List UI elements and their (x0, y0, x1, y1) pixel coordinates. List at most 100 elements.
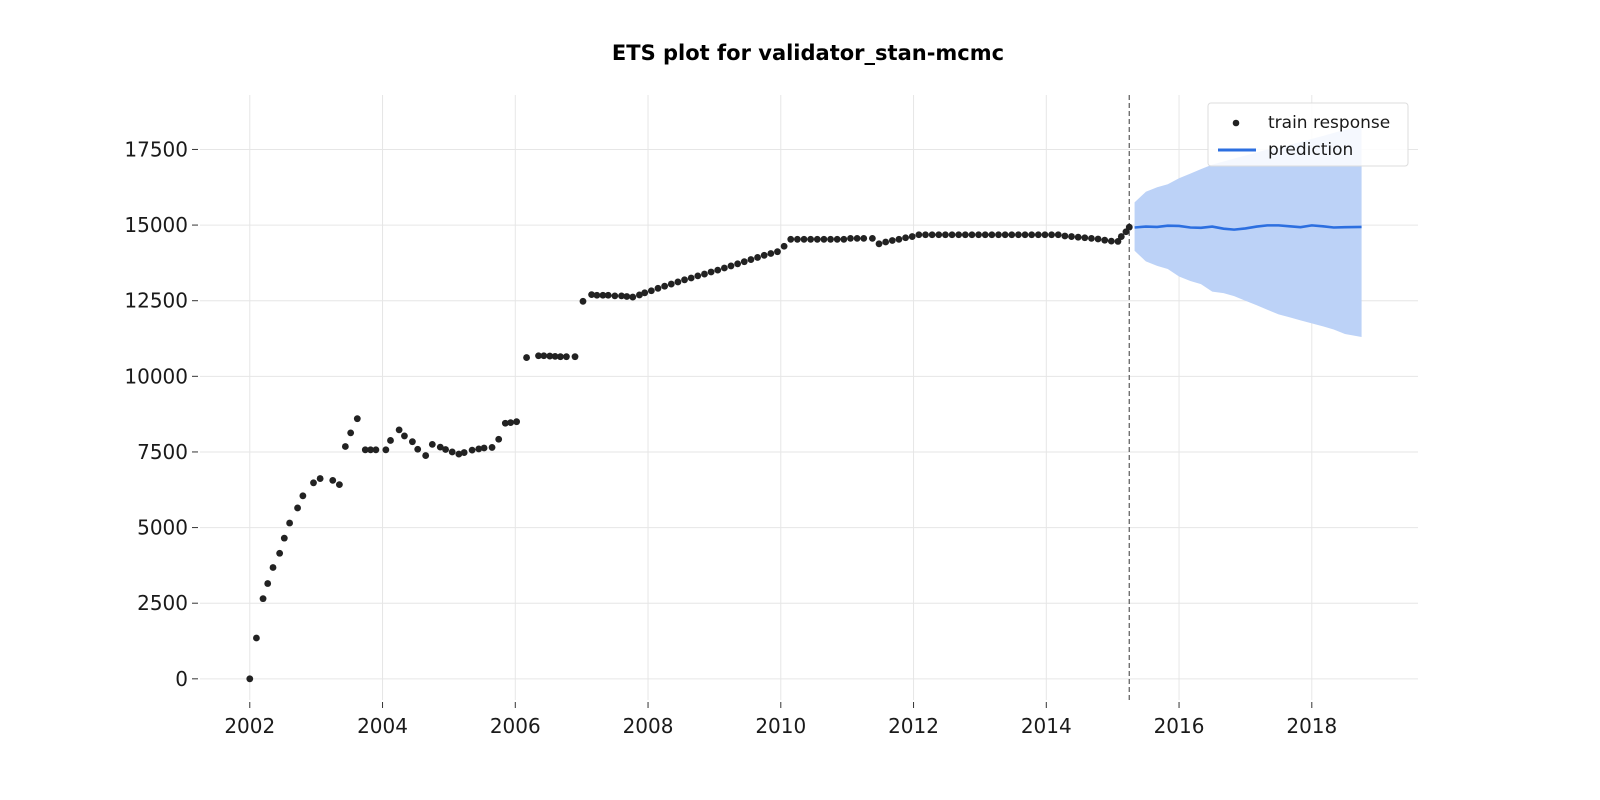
train-point (1041, 231, 1049, 239)
train-point (629, 293, 637, 301)
grid (200, 95, 1418, 700)
train-point (820, 235, 828, 243)
train-point (813, 235, 821, 243)
train-point (557, 353, 564, 361)
train-point (523, 354, 530, 361)
train-point (902, 234, 909, 242)
y-tick-label: 10000 (124, 364, 188, 388)
train-point (988, 231, 996, 239)
train-point (800, 235, 808, 243)
train-point (562, 353, 570, 361)
train-point (727, 262, 735, 270)
train-point (707, 268, 715, 276)
train-point (329, 476, 337, 484)
train-point (387, 437, 394, 444)
train-point (611, 292, 619, 300)
train-point (981, 231, 989, 239)
train-point (507, 419, 515, 427)
train-point (754, 254, 761, 261)
train-point (701, 270, 708, 278)
train-point (760, 251, 768, 259)
train-point (1061, 232, 1069, 240)
train-point (401, 432, 408, 440)
train-point (372, 446, 380, 454)
train-point (259, 595, 267, 603)
train-point (1107, 237, 1115, 245)
x-tick-label: 2012 (888, 714, 939, 738)
train-point (767, 250, 775, 257)
train-point (734, 260, 742, 268)
train-point (961, 231, 969, 239)
train-point (495, 435, 503, 443)
x-tick-label: 2008 (623, 714, 674, 738)
y-tick-label: 12500 (124, 289, 188, 313)
train-point (588, 291, 596, 299)
x-tick-label: 2004 (357, 714, 408, 738)
train-point (942, 231, 949, 239)
train-point (1008, 231, 1016, 239)
train-point (1088, 234, 1095, 242)
train-point (1101, 236, 1109, 244)
train-point (269, 564, 277, 571)
train-point (908, 233, 916, 240)
y-tick-label: 17500 (124, 137, 188, 161)
train-point (436, 443, 444, 451)
train-point (501, 419, 509, 427)
axes: 2002 2004 2006 2008 2010 2012 2014 2016 2018 0 250… (124, 137, 1337, 738)
train-point (253, 634, 260, 642)
train-point (681, 276, 688, 284)
train-point (475, 445, 483, 453)
train-point (535, 352, 542, 360)
legend-prediction-label: prediction (1268, 140, 1353, 160)
train-point (827, 235, 834, 243)
train-point (780, 242, 788, 250)
train-point (1015, 231, 1022, 239)
train-point (895, 235, 903, 243)
prediction-line (1134, 224, 1362, 231)
x-tick-label: 2014 (1021, 714, 1072, 738)
train-point (720, 264, 728, 272)
train-point (414, 445, 422, 453)
train-point (395, 426, 403, 434)
prediction-interval-band (1134, 126, 1362, 337)
train-point (641, 289, 649, 297)
train-point (618, 292, 625, 300)
chart-title: ETS plot for validator_stan-mcmc (612, 41, 1004, 65)
train-point (888, 237, 896, 244)
train-point (807, 235, 815, 243)
train-point (468, 446, 476, 454)
train-point (787, 235, 795, 243)
train-point (513, 418, 521, 426)
train-point (460, 449, 468, 456)
train-point (1081, 234, 1089, 242)
train-point (654, 284, 662, 292)
train-point (488, 444, 496, 451)
train-point (1094, 235, 1102, 243)
train-point (1117, 233, 1125, 240)
legend: train response prediction (1207, 102, 1409, 167)
train-point (955, 231, 963, 239)
train-point (840, 235, 848, 243)
train-point (647, 287, 655, 295)
train-point (882, 238, 890, 246)
train-point (694, 272, 702, 280)
train-point (341, 443, 349, 450)
train-point (448, 448, 456, 456)
train-point (310, 479, 317, 487)
train-point (422, 452, 430, 459)
train-point (316, 475, 324, 482)
train-point (347, 429, 355, 437)
train-point (264, 580, 272, 587)
train-point (1125, 223, 1133, 231)
train-point (409, 438, 416, 446)
train-point (1074, 233, 1082, 241)
train-point (480, 444, 488, 452)
train-response-points (246, 223, 1133, 683)
legend-train-marker (1232, 119, 1240, 127)
train-point (928, 231, 936, 239)
train-point (428, 440, 436, 448)
train-point (860, 234, 868, 242)
y-tick-label: 15000 (124, 213, 188, 237)
train-point (335, 481, 343, 489)
prediction-interval (1134, 126, 1362, 337)
